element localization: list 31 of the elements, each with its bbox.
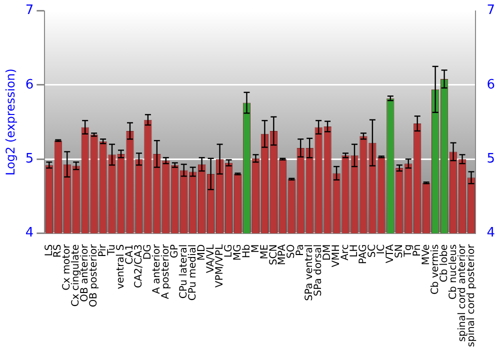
x-tick-label: OB posterior <box>88 243 100 308</box>
x-tick-label: LG <box>223 244 234 258</box>
x-tick-label: spinal cord posterior <box>466 243 477 348</box>
x-tick-label: RS <box>52 244 64 258</box>
y-tick-label: 6 <box>25 77 34 92</box>
x-tick-label: SCN <box>268 244 280 266</box>
y2-tick-label: 5 <box>486 152 496 167</box>
x-tick-label: CPu medial <box>187 244 198 301</box>
y2-tick-label: 4 <box>486 226 496 241</box>
x-tick-label: GP <box>169 244 180 258</box>
x-tick-label: SN <box>394 244 405 258</box>
x-tick-label: Hb <box>241 244 252 258</box>
x-tick-label: Pn <box>412 244 423 256</box>
y-axis-title: Log2 (expression) <box>3 68 18 176</box>
x-tick-label: MD <box>196 244 208 261</box>
x-tick-label: VA/VL <box>205 244 216 274</box>
y-tick-label: 7 <box>25 3 34 18</box>
x-tick-label: Pa <box>295 244 306 256</box>
y-tick-label: 5 <box>25 152 34 167</box>
x-tick-label: Tg <box>402 244 414 258</box>
x-tick-label: A posterior <box>160 243 172 300</box>
x-tick-label: spinal cord anterior <box>456 243 468 342</box>
y2-tick-label: 7 <box>486 3 496 18</box>
x-tick-label: Cb lobe <box>438 244 450 282</box>
x-tick-label: DG <box>142 244 154 260</box>
x-tick-label: MVe <box>420 244 432 266</box>
y2-tick-label: 6 <box>486 77 496 92</box>
x-tick-label: VPM/VPL <box>214 244 226 288</box>
x-tick-label: ME <box>259 244 270 260</box>
y-tick-label: 4 <box>25 226 34 241</box>
x-tick-label: M <box>250 244 262 253</box>
